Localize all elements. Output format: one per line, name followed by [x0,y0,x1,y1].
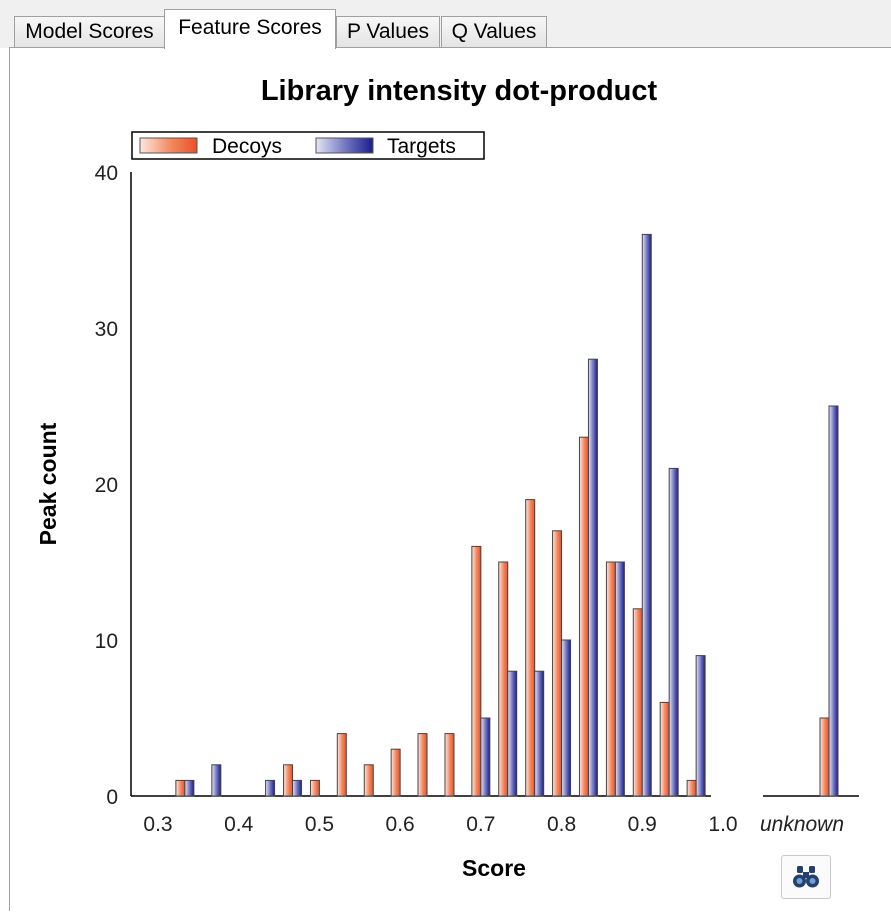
target-bar [184,779,195,797]
y-tick-label: 30 [95,318,118,341]
unknown-decoy-bar [819,717,830,797]
tab-p-values[interactable]: P Values [336,16,440,47]
y-tick-label: 0 [106,786,118,809]
target-bar [211,764,222,797]
decoy-bar [175,779,186,797]
unknown-target-bar [828,405,839,797]
target-bar [561,639,572,797]
unknown-tick-label: unknown [760,813,844,836]
target-bar [695,655,706,797]
decoy-bar [283,764,294,797]
x-tick-label: 1.0 [708,813,737,836]
x-tick-label: 0.5 [305,813,334,836]
decoy-bar [417,733,428,797]
decoy-bar [471,545,482,797]
target-bar [265,779,276,797]
y-ticks: 0 10 20 30 40 [95,162,118,809]
target-bar [614,561,625,797]
decoy-bar [686,779,697,797]
x-ticks: 0.3 0.4 0.5 0.6 0.7 0.8 0.9 1.0 [143,813,737,836]
x-axis-label: Score [462,855,526,881]
unknown-group: unknown [760,405,844,836]
decoy-bar [336,733,347,797]
target-bar [641,233,652,797]
y-tick-label: 40 [95,162,118,185]
decoy-bar [605,561,616,797]
x-tick-label: 0.9 [628,813,657,836]
y-tick-label: 20 [95,474,118,497]
histogram-chart: Library intensity dot-product Decoys Tar… [35,75,859,881]
target-bar [668,467,679,797]
decoy-bar [309,779,320,797]
decoy-bar [552,530,563,797]
x-tick-label: 0.6 [386,813,415,836]
legend-label-targets: Targets [387,135,456,158]
tab-feature-scores[interactable]: Feature Scores [164,9,336,49]
decoy-bar [525,499,536,797]
decoy-bar [578,436,589,797]
legend-label-decoys: Decoys [212,135,282,158]
decoy-bar [390,748,401,797]
find-button[interactable] [781,855,831,899]
decoy-bar [363,764,374,797]
legend-swatch-decoys [139,137,198,154]
bars [175,233,706,797]
tab-q-values[interactable]: Q Values [441,16,547,47]
target-bar [292,779,303,797]
target-bar [587,358,598,797]
x-tick-label: 0.4 [224,813,254,836]
legend: Decoys Targets [131,131,485,160]
tab-strip: Model Scores Feature Scores P Values Q V… [0,0,891,49]
target-bar [507,670,518,797]
target-bar [534,670,545,797]
x-tick-label: 0.3 [143,813,172,836]
chart-panel: Library intensity dot-product Decoys Tar… [9,47,891,911]
y-tick-label: 10 [95,630,118,653]
y-axis-label: Peak count [35,422,61,545]
chart-title: Library intensity dot-product [261,75,658,107]
decoy-bar [498,561,509,797]
decoy-bar [659,701,670,797]
tab-model-scores[interactable]: Model Scores [14,16,165,47]
binoculars-icon [793,866,819,888]
decoy-bar [444,733,455,797]
x-tick-label: 0.7 [466,813,495,836]
legend-swatch-targets [315,137,374,154]
decoy-bar [632,608,643,797]
target-bar [480,717,491,797]
x-tick-label: 0.8 [547,813,576,836]
